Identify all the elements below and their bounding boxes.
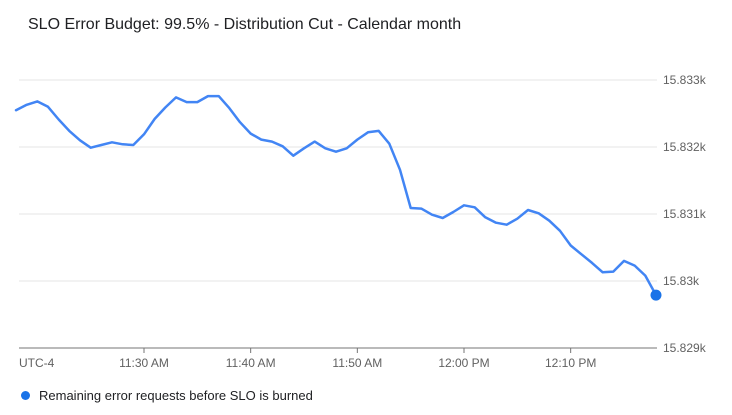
- series-endpoint-dot[interactable]: [650, 289, 662, 301]
- series-line[interactable]: [14, 94, 658, 297]
- chart-title: SLO Error Budget: 99.5% - Distribution C…: [28, 16, 462, 33]
- y-axis-label: 15.833k: [663, 73, 707, 87]
- y-axis-label: 15.83k: [663, 274, 700, 288]
- y-axis-label: 15.832k: [663, 140, 707, 154]
- y-axis-label: 15.829k: [663, 341, 707, 355]
- timezone-label: UTC-4: [19, 356, 55, 370]
- x-axis-label: 11:30 AM: [119, 356, 169, 370]
- x-axis-label: 12:00 PM: [438, 356, 489, 370]
- x-axis-label: 11:50 AM: [332, 356, 382, 370]
- legend-series-dot-icon: [21, 391, 30, 400]
- slo-burn-line-chart[interactable]: 15.833k 15.832k 15.831k 15.83k 15.829k UTC-4 1…: [0, 0, 732, 380]
- legend[interactable]: Remaining error requests before SLO is b…: [21, 388, 313, 403]
- x-axis-label: 12:10 PM: [545, 356, 596, 370]
- x-axis-label: 11:40 AM: [226, 356, 276, 370]
- y-axis-label: 15.831k: [663, 207, 707, 221]
- legend-series-label: Remaining error requests before SLO is b…: [39, 388, 313, 403]
